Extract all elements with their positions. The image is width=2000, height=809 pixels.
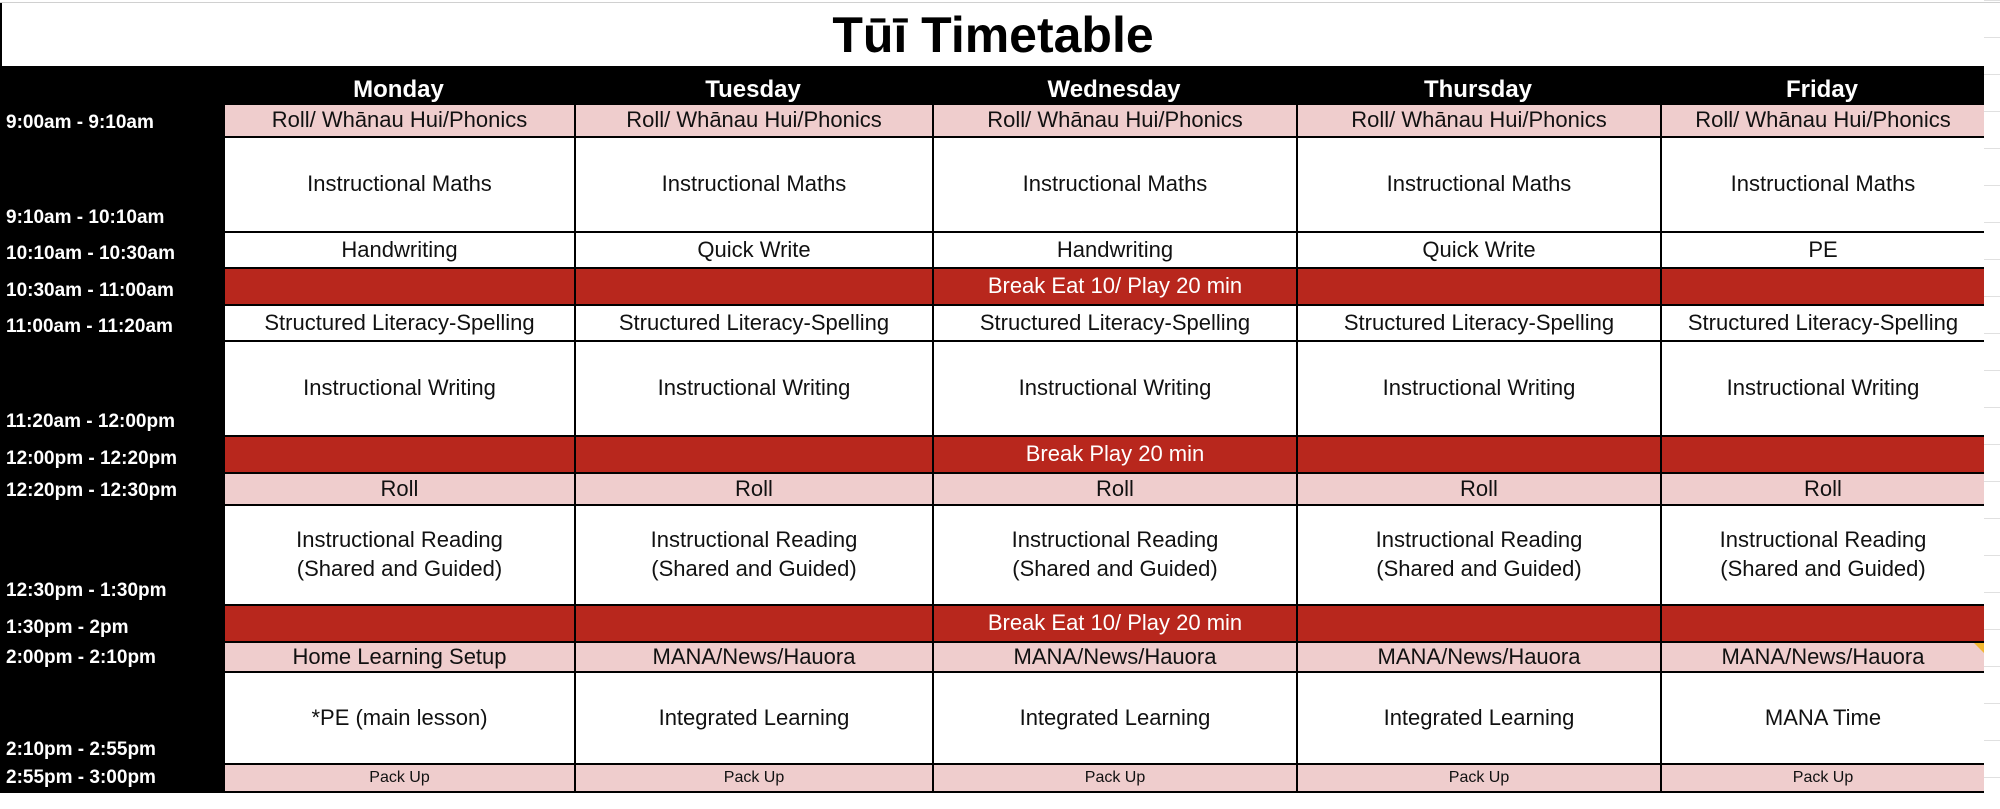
time-slot[interactable]: 12:00pm - 12:20pm [0,437,223,474]
timetable-cell-friday[interactable]: Structured Literacy-Spelling [1660,306,1984,342]
timetable-cell-monday[interactable]: Instructional Maths [223,138,574,233]
timetable-cell-monday[interactable]: Pack Up [223,765,574,793]
day-header-thursday[interactable]: Thursday [1296,66,1660,105]
timetable-cell-friday[interactable]: MANA Time [1660,673,1984,765]
time-slot[interactable]: 9:10am - 10:10am [0,138,223,233]
timetable-cell-wednesday[interactable]: Handwriting [932,233,1296,269]
timetable-cell-thursday[interactable]: Instructional Reading (Shared and Guided… [1296,506,1660,606]
timetable-cell-wednesday[interactable]: Break Play 20 min [932,437,1296,474]
timetable-cell-wednesday[interactable]: Pack Up [932,765,1296,793]
timetable-cell-thursday[interactable]: Instructional Maths [1296,138,1660,233]
timetable-cell-tuesday[interactable]: Pack Up [574,765,932,793]
timetable-cell-wednesday[interactable]: MANA/News/Hauora [932,643,1296,673]
timetable-cell-tuesday[interactable] [574,437,932,474]
timetable-cell-tuesday[interactable]: Instructional Reading (Shared and Guided… [574,506,932,606]
timetable-cell-friday[interactable]: Instructional Maths [1660,138,1984,233]
day-header-tuesday[interactable]: Tuesday [574,66,932,105]
timetable-cell-thursday[interactable]: Roll/ Whānau Hui/Phonics [1296,105,1660,138]
time-slot[interactable]: 2:55pm - 3:00pm [0,765,223,793]
timetable-cell-wednesday[interactable]: Instructional Writing [932,342,1296,437]
time-slot[interactable]: 10:30am - 11:00am [0,269,223,306]
time-slot[interactable]: 10:10am - 10:30am [0,233,223,269]
timetable-cell-friday[interactable]: Instructional Writing [1660,342,1984,437]
empty-sheet-cells [1984,0,2000,809]
timetable-cell-monday[interactable]: Instructional Writing [223,342,574,437]
timetable-cell-friday[interactable] [1660,269,1984,306]
timetable-title: Tūī Timetable [0,3,1984,66]
timetable-cell-tuesday[interactable]: Instructional Maths [574,138,932,233]
timetable-cell-tuesday[interactable]: Structured Literacy-Spelling [574,306,932,342]
timetable-cell-monday[interactable]: Handwriting [223,233,574,269]
timetable-cell-thursday[interactable] [1296,437,1660,474]
time-slot[interactable]: 2:00pm - 2:10pm [0,643,223,673]
timetable-cell-wednesday[interactable]: Roll/ Whānau Hui/Phonics [932,105,1296,138]
timetable-cell-thursday[interactable]: Integrated Learning [1296,673,1660,765]
timetable-cell-tuesday[interactable]: Instructional Writing [574,342,932,437]
timetable-cell-wednesday[interactable]: Integrated Learning [932,673,1296,765]
timetable-cell-friday[interactable]: PE [1660,233,1984,269]
timetable-cell-monday[interactable] [223,437,574,474]
timetable-cell-friday[interactable]: MANA/News/Hauora [1660,643,1984,673]
timetable-cell-friday[interactable]: Roll [1660,474,1984,506]
timetable-cell-tuesday[interactable] [574,606,932,643]
timetable-cell-wednesday[interactable]: Structured Literacy-Spelling [932,306,1296,342]
timetable-cell-tuesday[interactable]: Roll [574,474,932,506]
timetable-cell-thursday[interactable]: MANA/News/Hauora [1296,643,1660,673]
time-slot[interactable]: 12:30pm - 1:30pm [0,506,223,606]
timetable-cell-friday[interactable] [1660,606,1984,643]
timetable-cell-monday[interactable]: Home Learning Setup [223,643,574,673]
timetable-cell-wednesday[interactable]: Instructional Reading (Shared and Guided… [932,506,1296,606]
timetable-cell-monday[interactable] [223,606,574,643]
time-slot[interactable]: 11:20am - 12:00pm [0,342,223,437]
timetable-cell-thursday[interactable]: Instructional Writing [1296,342,1660,437]
time-slot[interactable]: 12:20pm - 12:30pm [0,474,223,506]
time-slot[interactable]: 1:30pm - 2pm [0,606,223,643]
timetable-cell-tuesday[interactable]: MANA/News/Hauora [574,643,932,673]
timetable-cell-monday[interactable]: *PE (main lesson) [223,673,574,765]
timetable-cell-tuesday[interactable]: Integrated Learning [574,673,932,765]
timetable-cell-friday[interactable]: Pack Up [1660,765,1984,793]
timetable-cell-monday[interactable]: Roll/ Whānau Hui/Phonics [223,105,574,138]
timetable-cell-wednesday[interactable]: Instructional Maths [932,138,1296,233]
timetable-cell-thursday[interactable]: Structured Literacy-Spelling [1296,306,1660,342]
time-slot[interactable]: 2:10pm - 2:55pm [0,673,223,765]
sheet-gridline [0,2,2000,3]
timetable-cell-wednesday[interactable]: Roll [932,474,1296,506]
timetable-cell-thursday[interactable]: Roll [1296,474,1660,506]
time-slot[interactable]: 11:00am - 11:20am [0,306,223,342]
timetable-cell-monday[interactable]: Roll [223,474,574,506]
timetable-cell-thursday[interactable]: Quick Write [1296,233,1660,269]
timetable-cell-wednesday[interactable]: Break Eat 10/ Play 20 min [932,606,1296,643]
timetable-cell-friday[interactable] [1660,437,1984,474]
day-header-monday[interactable]: Monday [223,66,574,105]
day-header-friday[interactable]: Friday [1660,66,1984,105]
timetable-cell-tuesday[interactable] [574,269,932,306]
day-header-wednesday[interactable]: Wednesday [932,66,1296,105]
timetable-cell-thursday[interactable] [1296,606,1660,643]
timetable-cell-tuesday[interactable]: Roll/ Whānau Hui/Phonics [574,105,932,138]
timetable-cell-wednesday[interactable]: Break Eat 10/ Play 20 min [932,269,1296,306]
timetable-cell-friday[interactable]: Instructional Reading (Shared and Guided… [1660,506,1984,606]
timetable-cell-tuesday[interactable]: Quick Write [574,233,932,269]
timetable-cell-monday[interactable] [223,269,574,306]
timetable-cell-thursday[interactable] [1296,269,1660,306]
timetable-grid: Monday Tuesday Wednesday Thursday Friday 9:00… [0,66,1984,793]
timetable-cell-thursday[interactable]: Pack Up [1296,765,1660,793]
time-slot[interactable]: 9:00am - 9:10am [0,105,223,138]
timetable-cell-monday[interactable]: Instructional Reading (Shared and Guided… [223,506,574,606]
timetable-cell-monday[interactable]: Structured Literacy-Spelling [223,306,574,342]
corner-cell[interactable] [0,66,223,105]
timetable-cell-friday[interactable]: Roll/ Whānau Hui/Phonics [1660,105,1984,138]
